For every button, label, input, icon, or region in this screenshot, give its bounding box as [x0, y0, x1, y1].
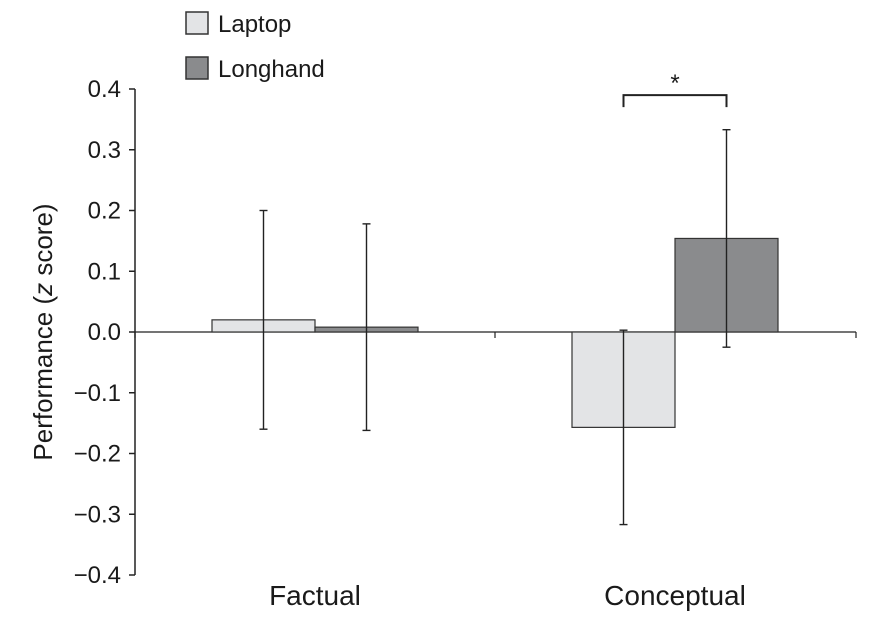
y-tick-label: 0.4 — [88, 76, 121, 103]
y-tick-label: −0.4 — [74, 562, 121, 589]
y-tick-label: −0.3 — [74, 501, 121, 528]
category-label-conceptual: Conceptual — [604, 580, 746, 611]
legend-label-longhand: Longhand — [218, 56, 325, 83]
legend-swatch-longhand — [185, 56, 209, 80]
annotations: * — [622, 70, 728, 108]
y-tick-label: 0.0 — [88, 319, 121, 346]
y-tick-label: 0.3 — [88, 137, 121, 164]
error-bars — [259, 129, 731, 526]
y-axis-title: Performance (z score) — [28, 203, 58, 460]
y-tick-label: 0.2 — [88, 198, 121, 225]
y-tick-label: −0.1 — [74, 380, 121, 407]
significance-marker: * — [670, 70, 679, 97]
y-tick-label: 0.1 — [88, 258, 121, 285]
category-label-factual: Factual — [269, 580, 361, 611]
legend-label-laptop: Laptop — [218, 11, 291, 38]
y-tick-label: −0.2 — [74, 441, 121, 468]
axes: 0.4 0.3 0.2 0.1 0.0 −0.1 −0.2 −0.3 −0.4 Factual Co… — [74, 76, 857, 611]
legend-swatch-laptop — [185, 11, 209, 35]
legend: Laptop Longhand — [185, 11, 325, 83]
significance-bracket — [622, 94, 728, 108]
